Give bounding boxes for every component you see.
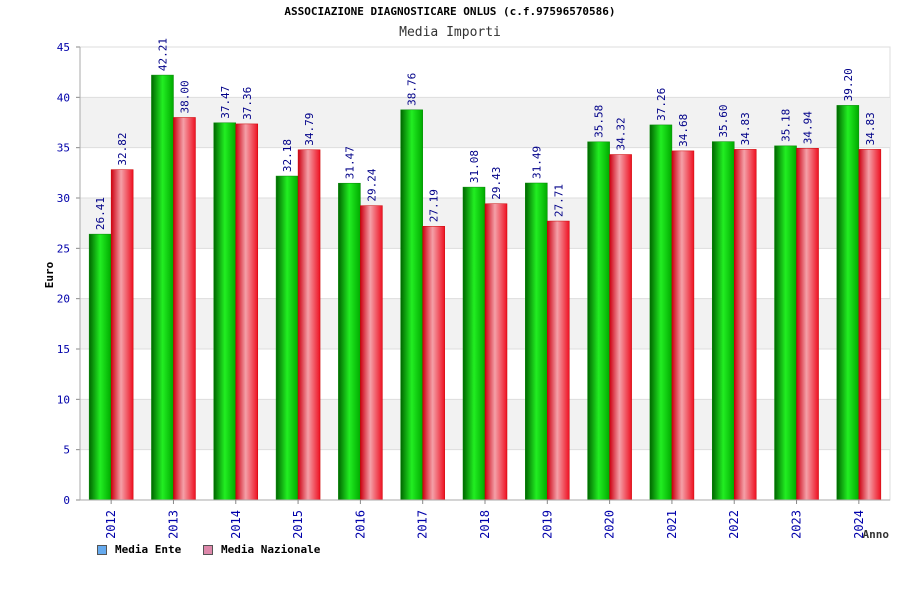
data-label-media-ente-2013: 42.21 [156,38,169,71]
data-label-media-ente-2024: 39.20 [842,68,855,101]
x-tick-label-2023: 2023 [790,510,804,539]
data-label-media-nazionale-2024: 34.83 [864,112,877,145]
legend-label-media-ente: Media Ente [115,543,182,556]
chart-subtitle: Media Importi [399,25,501,40]
data-label-media-ente-2016: 31.47 [343,146,356,179]
data-label-media-nazionale-2019: 27.71 [552,184,565,217]
legend-item-media-ente: Media Ente [97,543,181,556]
bar-media-ente-2016 [338,182,361,501]
bar-media-nazionale-2014 [235,123,259,501]
legend-label-media-nazionale: Media Nazionale [221,543,321,556]
bar-media-nazionale-2024 [858,149,882,501]
data-label-media-ente-2018: 31.08 [468,150,481,183]
data-label-media-nazionale-2013: 38.00 [178,80,191,113]
bar-media-ente-2019 [525,182,548,501]
legend-swatch-media-ente [97,544,107,555]
bar-media-nazionale-2021 [671,150,695,501]
bar-media-nazionale-2016 [360,205,383,501]
legend-swatch-media-nazionale [203,544,213,555]
bar-media-ente-2012 [88,233,112,501]
y-tick-label: 5 [63,444,70,457]
bar-media-ente-2021 [649,124,673,501]
data-label-media-nazionale-2023: 34.94 [802,111,815,144]
x-tick-label-2024: 2024 [852,510,866,539]
bar-media-ente-2022 [711,141,735,501]
y-tick-label: 15 [57,343,70,356]
data-label-media-ente-2017: 38.76 [406,73,419,106]
bar-media-ente-2018 [462,186,486,501]
bar-media-nazionale-2018 [484,203,508,501]
data-label-media-nazionale-2020: 34.32 [615,117,628,150]
legend-item-media-nazionale: Media Nazionale [203,543,320,556]
bar-media-ente-2014 [213,122,237,501]
x-axis-label: Anno [863,528,890,541]
x-tick-label-2012: 2012 [104,510,118,539]
x-tick-label-2013: 2013 [166,510,180,539]
bar-media-nazionale-2017 [422,226,445,501]
x-tick-label-2021: 2021 [665,510,679,539]
data-label-media-nazionale-2018: 29.43 [490,167,503,200]
x-tick-label-2017: 2017 [416,510,430,539]
data-label-media-nazionale-2022: 34.83 [739,112,752,145]
data-label-media-nazionale-2014: 37.36 [241,87,254,120]
data-label-media-ente-2020: 35.58 [593,105,606,138]
y-tick-label: 40 [57,91,70,104]
y-tick-label: 45 [57,41,70,54]
x-tick-label-2019: 2019 [540,510,554,539]
y-tick-label: 0 [63,494,70,507]
data-label-media-nazionale-2021: 34.68 [677,114,690,147]
x-tick-label-2014: 2014 [229,510,243,539]
x-tick-label-2016: 2016 [353,510,367,539]
y-tick-label: 20 [57,293,70,306]
data-label-media-ente-2021: 37.26 [655,88,668,121]
x-tick-label-2018: 2018 [478,510,492,539]
y-tick-label: 35 [57,142,70,155]
x-tick-label-2022: 2022 [727,510,741,539]
data-label-media-nazionale-2017: 27.19 [428,189,441,222]
x-tick-label-2015: 2015 [291,510,305,539]
data-label-media-ente-2022: 35.60 [717,105,730,138]
data-label-media-nazionale-2012: 32.82 [116,132,129,165]
y-tick-label: 30 [57,192,70,205]
bar-media-nazionale-2013 [173,117,196,501]
y-tick-label: 25 [57,242,70,255]
data-label-media-ente-2012: 26.41 [94,197,107,230]
bar-media-ente-2013 [151,74,174,501]
bar-media-nazionale-2012 [110,169,134,501]
bar-media-nazionale-2022 [733,149,757,501]
bar-media-ente-2017 [400,109,423,501]
data-label-media-nazionale-2015: 34.79 [303,113,316,146]
bar-media-ente-2024 [836,105,860,501]
data-label-media-ente-2014: 37.47 [219,86,232,119]
grid-band [80,97,890,148]
y-tick-label: 10 [57,393,70,406]
bar-media-ente-2020 [587,141,610,501]
bar-media-nazionale-2023 [796,148,819,501]
bar-media-ente-2023 [774,145,797,501]
data-label-media-ente-2015: 32.18 [281,139,294,172]
bar-media-nazionale-2015 [297,149,321,501]
chart-title: ASSOCIAZIONE DIAGNOSTICARE ONLUS (c.f.97… [284,5,616,18]
data-label-media-nazionale-2016: 29.24 [365,168,378,201]
y-axis-label: Euro [43,261,56,288]
data-label-media-ente-2019: 31.49 [530,146,543,179]
x-tick-label-2020: 2020 [603,510,617,539]
bar-media-ente-2015 [275,175,299,501]
data-label-media-ente-2023: 35.18 [780,109,793,142]
bar-media-nazionale-2020 [609,154,632,501]
bar-media-nazionale-2019 [547,220,570,501]
